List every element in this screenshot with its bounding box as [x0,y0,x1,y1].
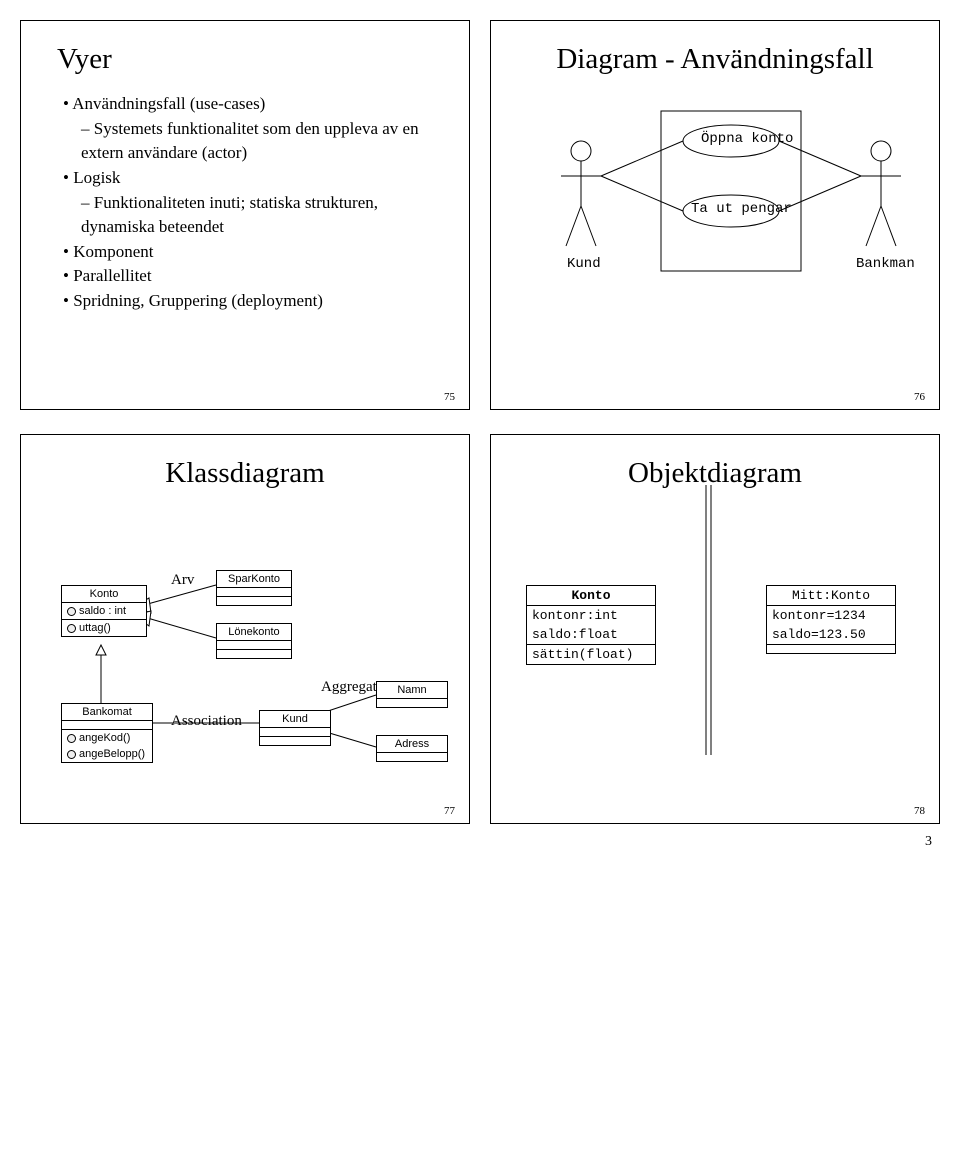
class-name: Bankomat [62,704,152,720]
slide-number: 77 [444,805,455,817]
bullet: Spridning, Gruppering (deployment) [63,289,443,314]
obj-name: Mitt:Konto [767,586,895,605]
class-adress: Adress [376,735,448,762]
object-mittkonto: Mitt:Konto kontonr=1234 saldo=123.50 [766,585,896,654]
class-name: SparKonto [217,571,291,587]
class-kund: Kund [259,710,331,746]
bullet: Komponent [63,240,443,265]
slide-objektdiagram: Objektdiagram Konto kontonr:int saldo:fl… [490,434,940,824]
class-lonekonto: Lönekonto [216,623,292,659]
usecase1-label: Öppna konto [701,131,793,147]
obj-name: Konto [527,586,655,605]
usecase2-label: Ta ut pengar [691,201,792,217]
bullet: Användningsfall (use-cases) [63,92,443,117]
slide-number: 78 [914,805,925,817]
class-bankomat: Bankomat angeKod() angeBelopp() [61,703,153,763]
class-name: Namn [377,682,447,698]
class-name: Adress [377,736,447,752]
slide2-title: Diagram - Användningsfall [517,43,913,76]
slide1-bullets: Användningsfall (use-cases) Systemets fu… [47,92,443,314]
label-aggregat: Aggregat [321,679,377,696]
label-association: Association [171,713,242,730]
object-konto: Konto kontonr:int saldo:float sättin(flo… [526,585,656,665]
slide-number: 75 [444,391,455,403]
class-konto: Konto saldo : int uttag() [61,585,147,637]
class-sparkonto: SparKonto [216,570,292,606]
class-name: Kund [260,711,330,727]
actor-bankman-label: Bankman [856,256,915,272]
slide-vyer: Vyer Användningsfall (use-cases) Systeme… [20,20,470,410]
obj-attr: kontonr:int [527,605,655,625]
bullet: Systemets funktionalitet som den uppleva… [63,117,443,166]
obj-attr: saldo=123.50 [767,625,895,644]
slide-number: 76 [914,391,925,403]
op: angeKod() [79,732,130,744]
slide3-title: Klassdiagram [47,457,443,490]
usecase-svg [511,81,931,381]
op: uttag() [79,622,111,634]
slide-usecase: Diagram - Användningsfall Öppna [490,20,940,410]
label-arv: Arv [171,572,194,589]
actor-kund-label: Kund [567,256,601,272]
class-name: Lönekonto [217,624,291,640]
obj-attr: saldo:float [527,625,655,644]
page-number: 3 [20,834,940,850]
bullet: Logisk [63,166,443,191]
obj-op: sättin(float) [527,644,655,664]
slide-klassdiagram: Klassdiagram Konto saldo : int uttag [20,434,470,824]
obj-attr: kontonr=1234 [767,605,895,625]
class-namn: Namn [376,681,448,708]
op: angeBelopp() [79,748,145,760]
slide1-title: Vyer [57,43,443,76]
bullet: Parallellitet [63,264,443,289]
attr: saldo : int [79,605,126,617]
class-name: Konto [62,586,146,602]
bullet: Funktionaliteten inuti; statiska struktu… [63,191,443,240]
